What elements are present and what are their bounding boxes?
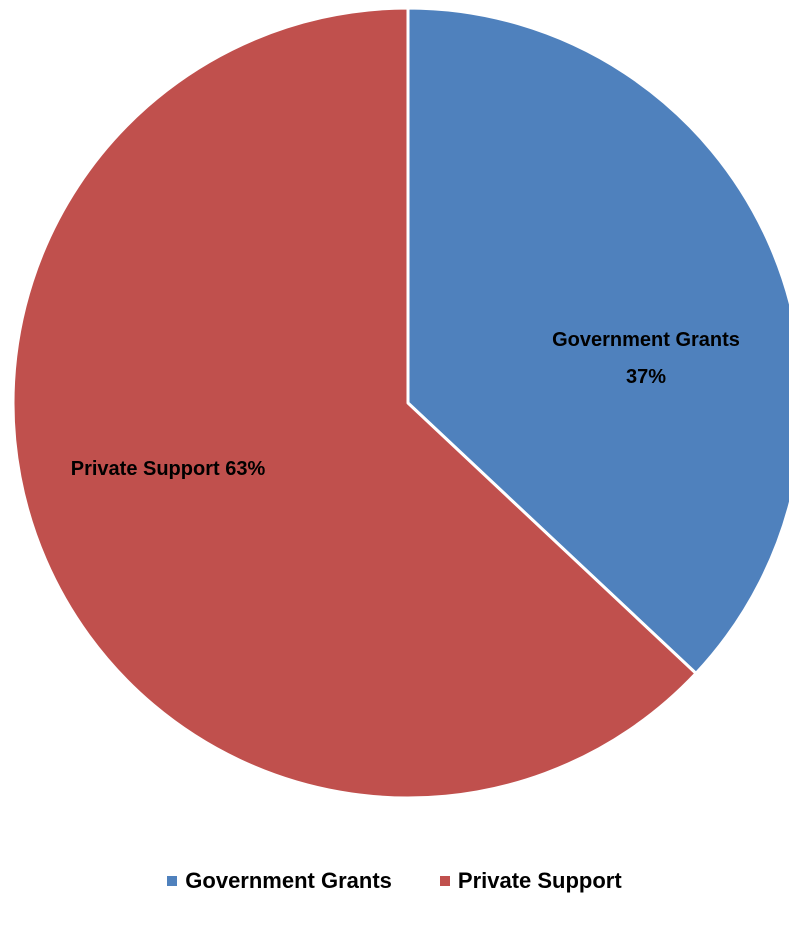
- pie-slice-government-grants: [406, 6, 789, 675]
- legend-label-private-support: Private Support: [457, 868, 622, 893]
- slice-label-government-grants: Government Grants: [552, 329, 740, 351]
- legend-label-government-grants: Government Grants: [185, 868, 392, 893]
- pie-slices: [11, 6, 789, 800]
- pie-slice-private-support: [11, 6, 698, 800]
- slice-labels: Government Grants 37% Private Support 63%: [71, 329, 740, 480]
- slice-percent-government-grants: 37%: [626, 366, 666, 388]
- legend-item-private-support: Private Support: [439, 868, 622, 894]
- chart-legend: Government Grants Private Support: [0, 868, 789, 894]
- legend-swatch-government-grants: [167, 876, 178, 886]
- legend-swatch-private-support: [439, 876, 450, 886]
- legend-item-government-grants: Government Grants: [167, 868, 392, 894]
- slice-label-private-support: Private Support 63%: [71, 458, 266, 480]
